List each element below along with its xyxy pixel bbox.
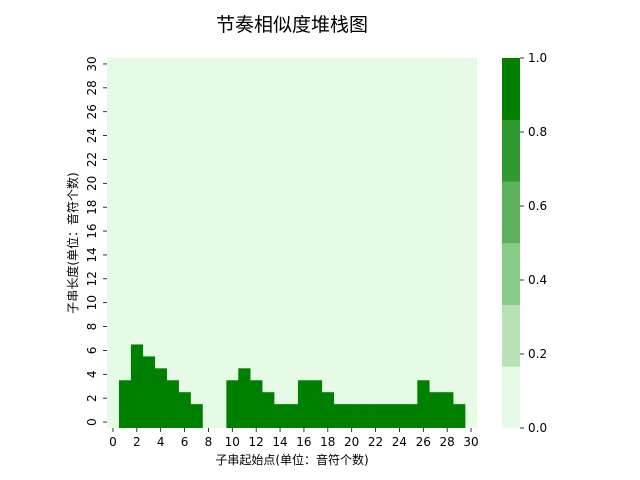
heatmap-column [369, 404, 382, 428]
y-tick-label: 28 [85, 80, 99, 95]
colorbar-ticks: 0.0 0.2 0.4 0.6 0.8 1.0 [520, 51, 547, 435]
y-tick-label: 10 [85, 295, 99, 310]
heatmap-column [166, 380, 179, 428]
colorbar-segment [502, 366, 520, 429]
y-tick-label: 8 [85, 323, 99, 331]
heatmap-column [190, 404, 203, 428]
heatmap-column [274, 404, 287, 428]
chart-title: 节奏相似度堆栈图 [216, 14, 368, 36]
y-tick-label: 4 [85, 370, 99, 378]
heatmap-column [453, 404, 466, 428]
x-tick-label: 24 [392, 435, 407, 449]
heatmap-column [130, 344, 144, 428]
heatmap-column [309, 380, 323, 428]
heatmap-column [405, 404, 418, 428]
x-tick-label: 2 [133, 435, 141, 449]
x-tick-label: 14 [272, 435, 287, 449]
y-tick-label: 20 [85, 176, 99, 191]
colorbar-tick-label: 0.0 [528, 421, 547, 435]
heatmap-column [297, 380, 311, 428]
heatmap-column [441, 392, 454, 428]
x-tick-label: 6 [181, 435, 189, 449]
heatmap-column [238, 368, 251, 428]
heatmap-column [154, 368, 167, 428]
y-tick-label: 26 [85, 104, 99, 119]
y-tick-label: 14 [85, 247, 99, 262]
heatmap-column [357, 404, 370, 428]
heatmap-column [333, 404, 347, 428]
heatmap-column [226, 380, 239, 428]
colorbar-segment [502, 181, 520, 244]
colorbar-tick-label: 0.2 [528, 347, 547, 361]
y-axis-label: 子串长度(单位：音符个数) [65, 172, 80, 313]
colorbar-segment [502, 304, 520, 367]
heatmap-column [417, 380, 430, 428]
colorbar-tick-label: 0.4 [528, 273, 547, 287]
y-tick-label: 2 [85, 394, 99, 402]
heatmap-column [250, 380, 263, 428]
x-tick-label: 0 [109, 435, 117, 449]
colorbar-segment [502, 243, 520, 305]
x-tick-label: 30 [463, 435, 478, 449]
heatmap-column [262, 392, 275, 428]
heatmap-background [107, 58, 477, 428]
colorbar-tick-label: 1.0 [528, 51, 547, 65]
y-tick-label: 6 [85, 347, 99, 355]
heatmap-column [381, 404, 394, 428]
x-tick-label: 16 [296, 435, 311, 449]
heatmap-column [429, 392, 442, 428]
colorbar [502, 58, 520, 429]
x-tick-label: 10 [225, 435, 240, 449]
heatmap-column [142, 356, 156, 428]
x-tick-label: 12 [249, 435, 264, 449]
heatmap-area [107, 58, 477, 428]
x-axis-ticks: 0 2 4 6 8 10 12 14 16 18 20 22 24 26 28 30 [109, 428, 479, 449]
y-tick-label: 18 [85, 200, 99, 215]
colorbar-segment [502, 58, 520, 120]
x-tick-label: 18 [320, 435, 335, 449]
x-tick-label: 8 [205, 435, 213, 449]
heatmap-column [118, 380, 132, 428]
heatmap-column [393, 404, 406, 428]
colorbar-segment [502, 119, 520, 182]
heatmap-column [286, 404, 299, 428]
x-tick-label: 20 [344, 435, 359, 449]
colorbar-tick-label: 0.8 [528, 125, 547, 139]
x-tick-label: 22 [368, 435, 383, 449]
y-tick-label: 24 [85, 128, 99, 143]
heatmap-column [178, 392, 191, 428]
x-tick-label: 26 [416, 435, 431, 449]
x-axis-label: 子串起始点(单位：音符个数) [215, 452, 368, 467]
y-tick-label: 30 [85, 56, 99, 71]
y-tick-label: 0 [85, 418, 99, 426]
y-tick-label: 16 [85, 223, 99, 238]
x-tick-label: 4 [157, 435, 165, 449]
y-tick-label: 22 [85, 152, 99, 167]
heatmap-column [345, 404, 358, 428]
x-tick-label: 28 [440, 435, 455, 449]
y-tick-label: 12 [85, 271, 99, 286]
colorbar-tick-label: 0.6 [528, 199, 547, 213]
heatmap-column [321, 392, 335, 428]
